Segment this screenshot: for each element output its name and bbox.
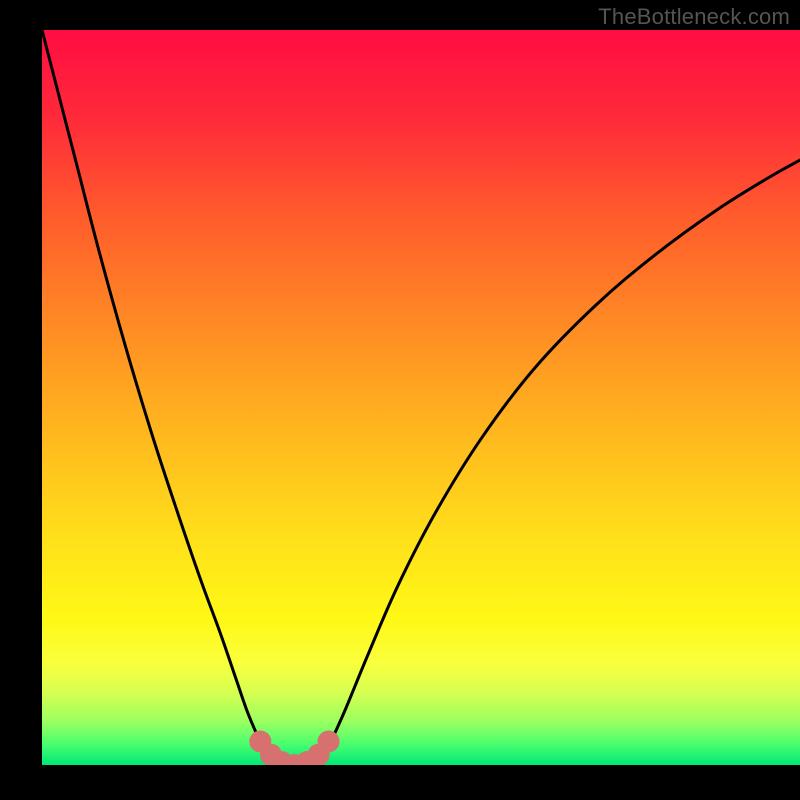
curve-marker — [318, 730, 340, 752]
watermark: TheBottleneck.com — [598, 4, 790, 30]
bottleneck-chart — [42, 30, 800, 765]
bottleneck-curve — [42, 30, 294, 765]
bottleneck-curve — [294, 160, 800, 765]
chart-svg-layer — [42, 30, 800, 765]
